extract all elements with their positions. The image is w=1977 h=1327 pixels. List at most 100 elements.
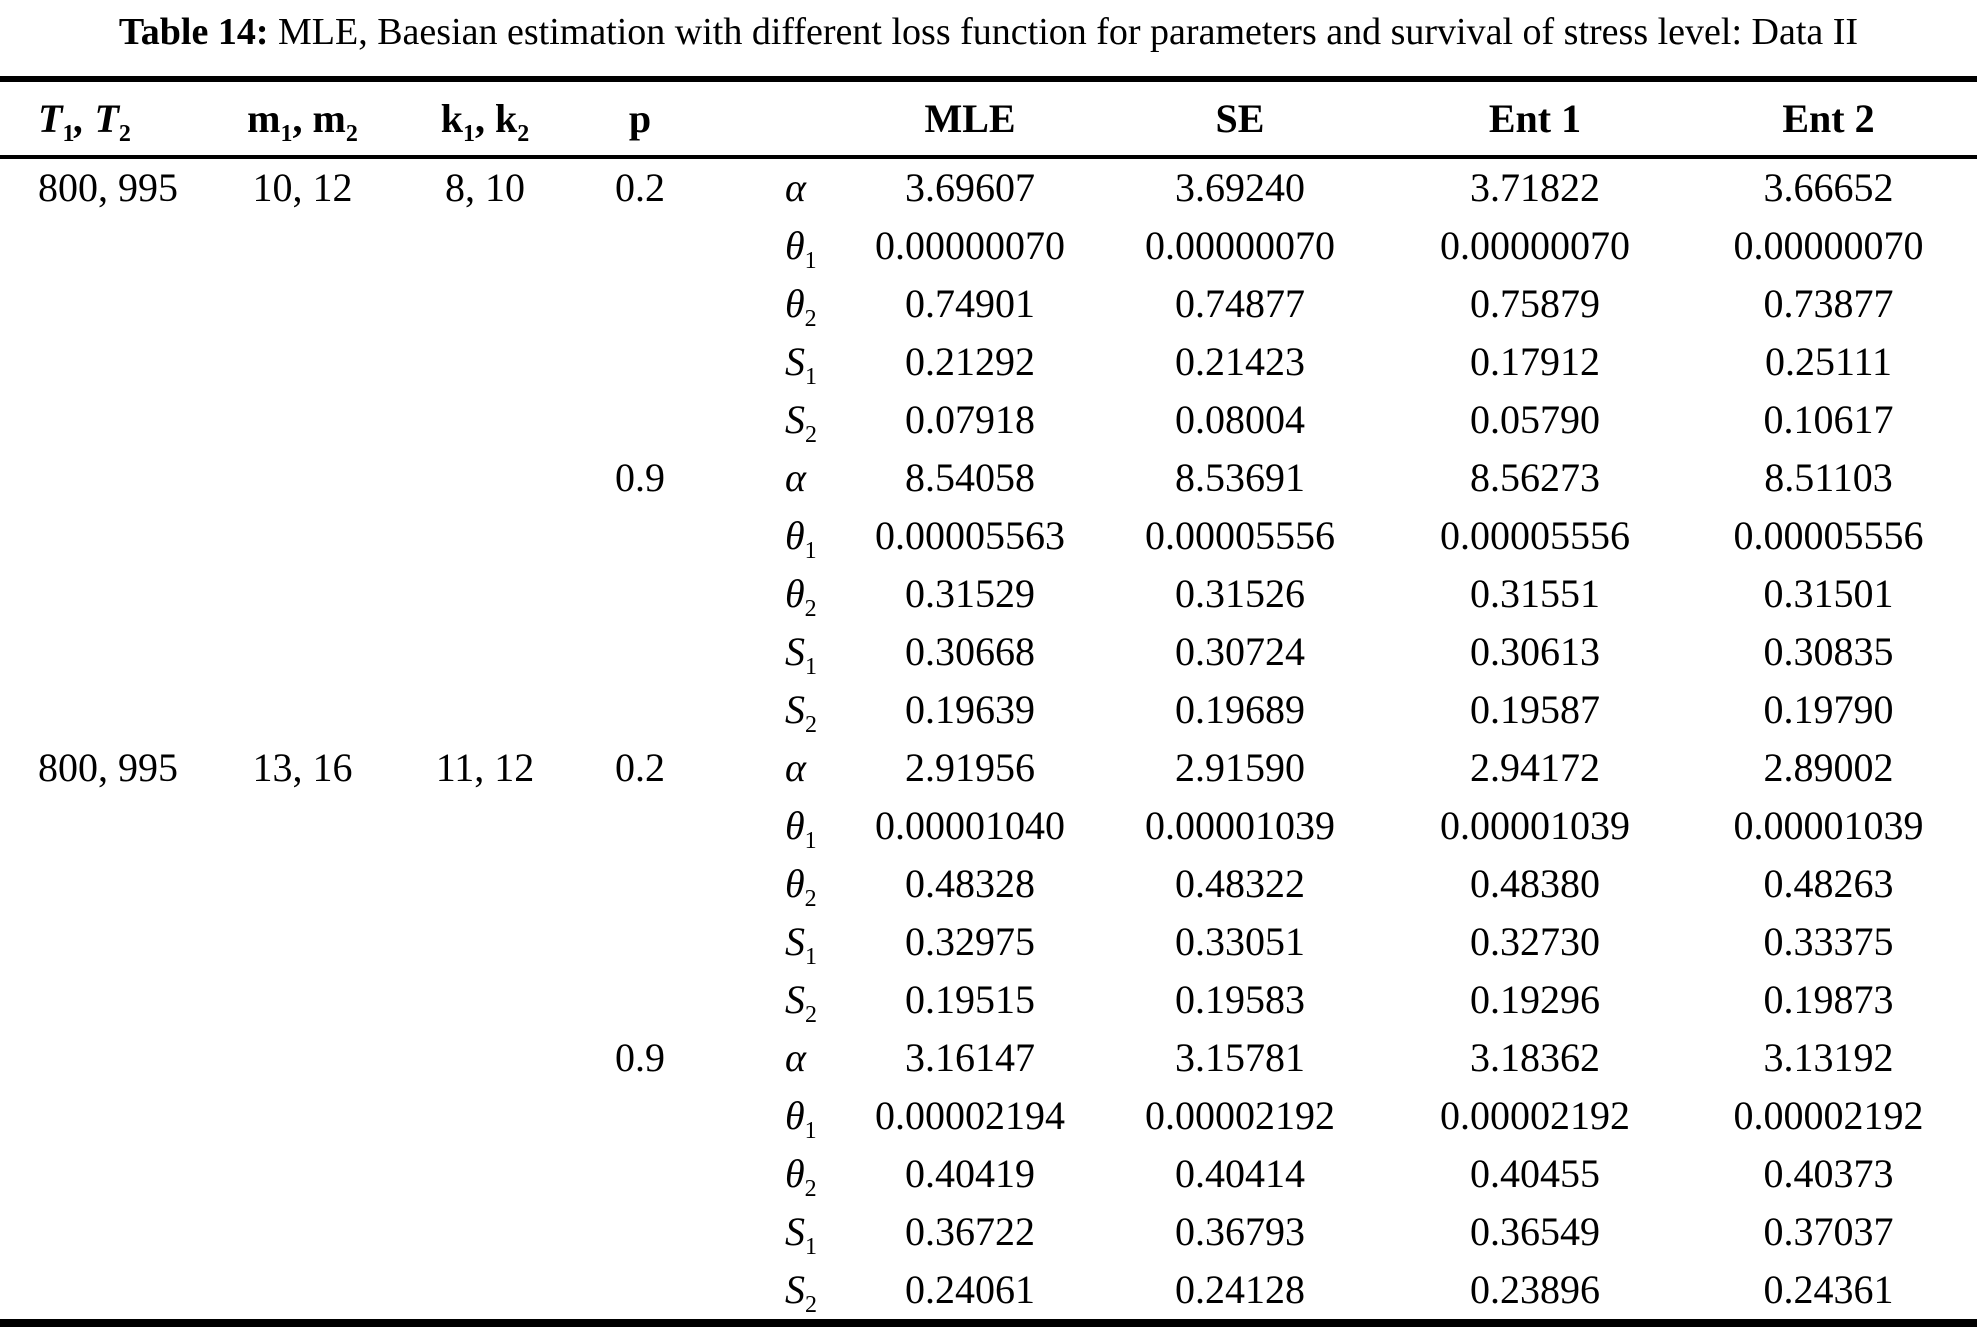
header-cell-mle: MLE <box>850 79 1090 159</box>
table-row: S1 0.32975 0.33051 0.32730 0.33375 <box>0 913 1977 971</box>
cell-p: 0.9 <box>615 1035 665 1080</box>
cell-p <box>580 855 700 913</box>
cell-ent2: 0.37037 <box>1763 1209 1894 1254</box>
cell-k1k2 <box>390 1029 580 1087</box>
cell-ent2: 0.48263 <box>1763 861 1894 906</box>
cell-p <box>580 1145 700 1203</box>
cell-ent1: 0.32730 <box>1470 919 1600 964</box>
cell-k1k2 <box>390 1087 580 1145</box>
cell-mle: 0.48328 <box>905 861 1035 906</box>
cell-ent1: 0.23896 <box>1470 1267 1600 1312</box>
cell-k1k2: 8, 10 <box>445 165 525 210</box>
cell-ent2: 0.19790 <box>1763 687 1894 732</box>
cell-ent2: 8.51103 <box>1764 455 1893 500</box>
cell-m1m2: 10, 12 <box>252 165 353 210</box>
cell-T1T2: 800, 995 <box>38 745 178 790</box>
cell-param: α <box>785 455 806 500</box>
cell-k1k2 <box>390 971 580 1029</box>
cell-m1m2 <box>215 971 390 1029</box>
cell-p <box>580 1203 700 1261</box>
cell-k1k2 <box>390 913 580 971</box>
cell-m1m2 <box>215 449 390 507</box>
cell-ent2: 0.73877 <box>1763 281 1894 326</box>
cell-param: θ2 <box>785 861 817 912</box>
cell-param: θ1 <box>785 513 817 564</box>
cell-p: 0.2 <box>615 165 665 210</box>
cell-p <box>580 623 700 681</box>
table-row: 0.9 α 3.16147 3.15781 3.18362 3.13192 <box>0 1029 1977 1087</box>
cell-param: θ2 <box>785 281 817 332</box>
cell-param: θ2 <box>785 1151 817 1202</box>
cell-ent2: 0.00001039 <box>1733 803 1924 848</box>
table-row: θ1 0.00001040 0.00001039 0.00001039 0.000010… <box>0 797 1977 855</box>
cell-mle: 0.00002194 <box>875 1093 1065 1138</box>
cell-ent1: 0.00000070 <box>1440 223 1630 268</box>
cell-T1T2 <box>0 391 215 449</box>
cell-ent1: 0.19296 <box>1470 977 1600 1022</box>
cell-mle: 0.07918 <box>905 397 1035 442</box>
cell-T1T2 <box>0 217 215 275</box>
cell-ent1: 3.18362 <box>1470 1035 1600 1080</box>
cell-m1m2 <box>215 391 390 449</box>
cell-se: 0.00002192 <box>1145 1093 1335 1138</box>
cell-se: 0.40414 <box>1175 1151 1305 1196</box>
cell-se: 0.00005556 <box>1145 513 1335 558</box>
table-row: θ2 0.40419 0.40414 0.40455 0.40373 <box>0 1145 1977 1203</box>
cell-param: S2 <box>785 397 817 448</box>
cell-ent1: 0.40455 <box>1470 1151 1600 1196</box>
cell-mle: 0.40419 <box>905 1151 1035 1196</box>
cell-T1T2: 800, 995 <box>38 165 178 210</box>
cell-param: S1 <box>785 919 817 970</box>
cell-p <box>580 565 700 623</box>
cell-T1T2 <box>0 1203 215 1261</box>
cell-T1T2 <box>0 1029 215 1087</box>
cell-m1m2: 13, 16 <box>252 745 353 790</box>
cell-mle: 0.32975 <box>905 919 1035 964</box>
cell-ent1: 8.56273 <box>1470 455 1600 500</box>
cell-ent2: 0.10617 <box>1763 397 1894 442</box>
cell-se: 0.48322 <box>1175 861 1305 906</box>
header-cell-param <box>700 79 850 159</box>
cell-T1T2 <box>0 971 215 1029</box>
cell-ent2: 0.24361 <box>1763 1267 1894 1312</box>
cell-param: α <box>785 745 806 790</box>
cell-param: S1 <box>785 629 817 680</box>
cell-param: θ1 <box>785 1093 817 1144</box>
cell-se: 0.21423 <box>1175 339 1305 384</box>
cell-mle: 0.36722 <box>905 1209 1035 1254</box>
cell-se: 0.74877 <box>1175 281 1305 326</box>
cell-T1T2 <box>0 1261 215 1323</box>
cell-T1T2 <box>0 449 215 507</box>
cell-mle: 0.21292 <box>905 339 1035 384</box>
cell-ent1: 0.05790 <box>1470 397 1600 442</box>
cell-ent1: 0.00005556 <box>1440 513 1630 558</box>
table-header-row: T1, T2 m1, m2 k1, k2 p MLE SE Ent 1 Ent 2 <box>0 79 1977 159</box>
cell-ent2: 3.13192 <box>1763 1035 1894 1080</box>
cell-param: S2 <box>785 1267 817 1318</box>
cell-k1k2 <box>390 855 580 913</box>
table-caption: Table 14: MLE, Baesian estimation with d… <box>0 0 1977 56</box>
cell-m1m2 <box>215 1203 390 1261</box>
cell-se: 2.91590 <box>1175 745 1305 790</box>
cell-ent1: 0.19587 <box>1470 687 1600 732</box>
cell-ent1: 0.31551 <box>1470 571 1600 616</box>
table-row: θ2 0.74901 0.74877 0.75879 0.73877 <box>0 275 1977 333</box>
cell-ent1: 3.71822 <box>1470 165 1600 210</box>
cell-ent1: 0.17912 <box>1470 339 1600 384</box>
cell-m1m2 <box>215 333 390 391</box>
cell-m1m2 <box>215 1029 390 1087</box>
cell-param: θ1 <box>785 803 817 854</box>
cell-ent1: 0.00002192 <box>1440 1093 1630 1138</box>
table-row: S2 0.19515 0.19583 0.19296 0.19873 <box>0 971 1977 1029</box>
cell-ent1: 0.00001039 <box>1440 803 1630 848</box>
cell-ent2: 0.30835 <box>1763 629 1894 674</box>
cell-se: 0.31526 <box>1175 571 1305 616</box>
cell-p <box>580 913 700 971</box>
results-table: T1, T2 m1, m2 k1, k2 p MLE SE Ent 1 Ent 2 800, … <box>0 76 1977 1327</box>
cell-se: 0.08004 <box>1175 397 1305 442</box>
cell-k1k2 <box>390 797 580 855</box>
cell-m1m2 <box>215 275 390 333</box>
cell-T1T2 <box>0 275 215 333</box>
header-cell-se: SE <box>1090 79 1390 159</box>
